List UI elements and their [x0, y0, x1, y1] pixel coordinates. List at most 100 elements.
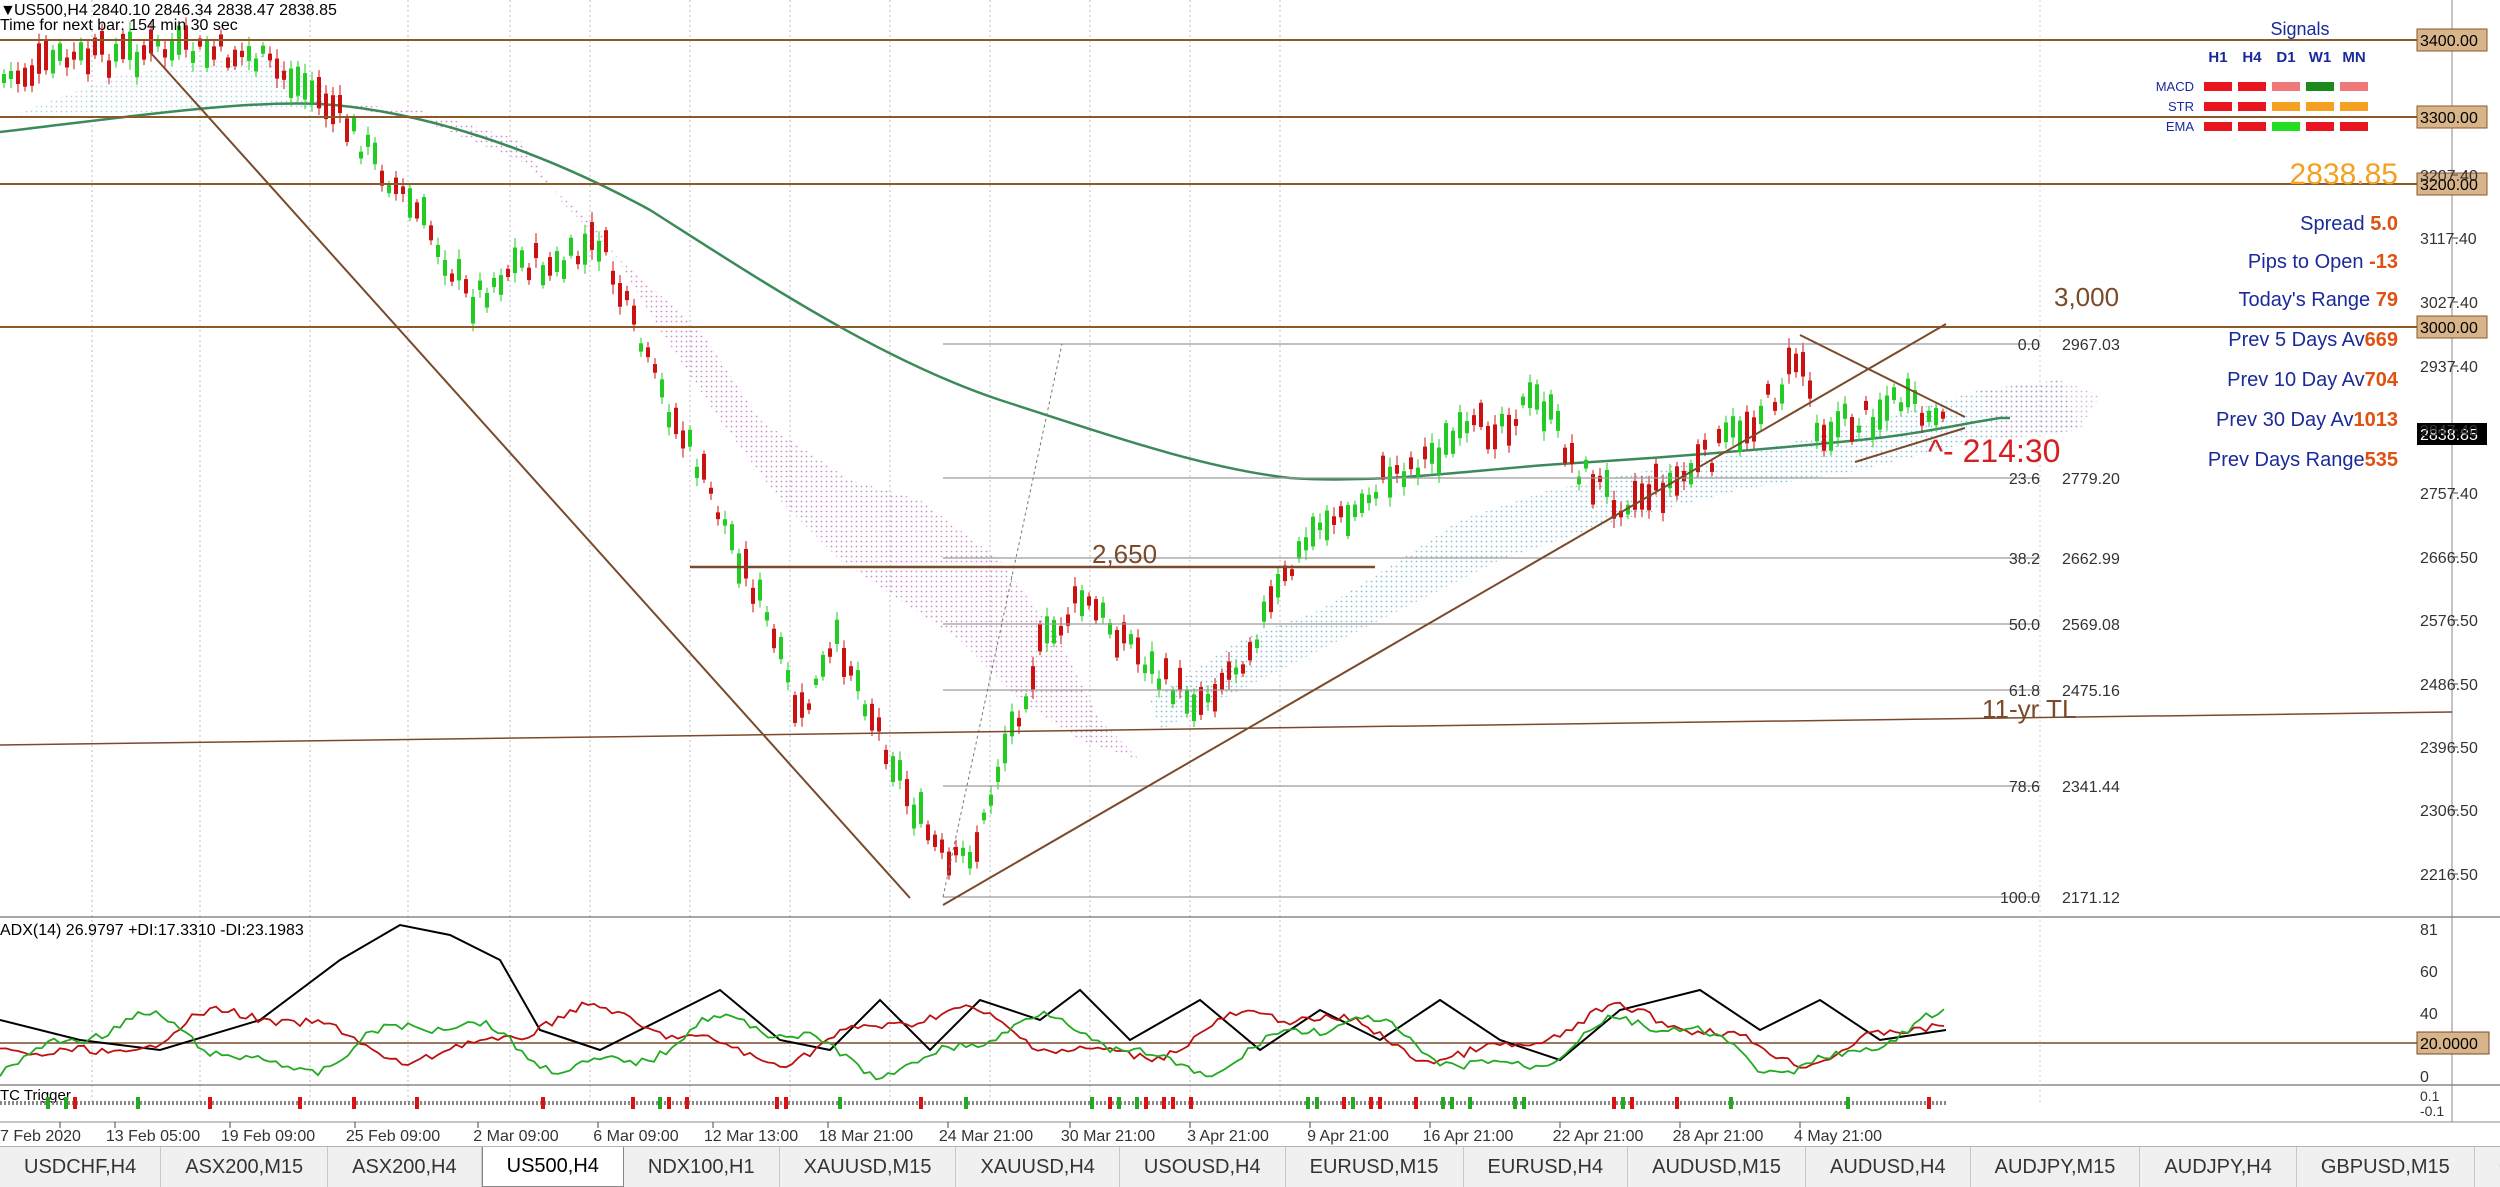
- candle-body: [65, 57, 69, 68]
- candle-body: [905, 779, 909, 807]
- chart-tab[interactable]: AUDJPY,M15: [1971, 1147, 2141, 1187]
- fib-ratio-label: 61.8: [2009, 683, 2040, 700]
- tc-signal-bar: [1315, 1097, 1319, 1109]
- candle-body: [933, 834, 937, 847]
- candle-body: [310, 80, 314, 104]
- candle-body: [352, 117, 356, 132]
- eleven-year-trendline[interactable]: [0, 711, 2453, 746]
- info-line-label: Prev Days Range: [2208, 449, 2365, 471]
- candle-body: [1353, 504, 1357, 518]
- candle-body: [156, 40, 160, 47]
- candle-body: [380, 170, 384, 186]
- candle-body: [1864, 400, 1868, 410]
- chart-header-arrow-icon[interactable]: ▼: [0, 2, 16, 19]
- uptrend-line[interactable]: [942, 323, 1947, 906]
- info-line-value: 1013: [2354, 409, 2399, 431]
- candle-body: [128, 31, 132, 60]
- candle-body: [1612, 500, 1616, 519]
- tc-signal-bar: [1162, 1097, 1166, 1109]
- chart-tab[interactable]: AUDUSD,H4: [1806, 1147, 1971, 1187]
- signal-timeframe-label: MN: [2342, 49, 2365, 66]
- candle-body: [632, 305, 636, 325]
- y-tick-label: 2306.50: [2420, 803, 2478, 820]
- candle-body: [604, 230, 608, 253]
- candle-body: [107, 60, 111, 78]
- y-tick-label: 2666.50: [2420, 550, 2478, 567]
- candle-body: [1304, 537, 1308, 551]
- level-price-badge: [2416, 28, 2488, 52]
- y-tick-label: 2396.50: [2420, 740, 2478, 757]
- candle-body: [583, 233, 587, 265]
- tc-signal-bar: [1513, 1097, 1517, 1109]
- candle-body: [1444, 423, 1448, 455]
- tc-signal-bar: [1108, 1097, 1112, 1109]
- candle-body: [1416, 467, 1420, 478]
- candle-body: [1542, 401, 1546, 432]
- candle-body: [205, 40, 209, 68]
- candle-body: [1871, 417, 1875, 440]
- chart-tab[interactable]: NDX100,H1: [624, 1147, 780, 1187]
- candle-body: [590, 222, 594, 250]
- y-tick-label: 3207.40: [2420, 168, 2478, 185]
- candle-body: [1619, 510, 1623, 518]
- candle-body: [611, 270, 615, 285]
- candle-body: [1689, 463, 1693, 485]
- chart-tab[interactable]: ASX200,H4: [328, 1147, 482, 1187]
- chart-tab[interactable]: AUDJPY,H4: [2140, 1147, 2297, 1187]
- chart-tab[interactable]: XAUUSD,M15: [780, 1147, 957, 1187]
- candle-body: [1325, 510, 1329, 541]
- candle-body: [9, 70, 13, 80]
- x-tick-label: 19 Feb 09:00: [221, 1128, 315, 1145]
- signal-indicator-cell: [2238, 122, 2266, 131]
- chart-tab[interactable]: AUDUSD,M15: [1628, 1147, 1807, 1187]
- y-tick-label: 2847.40: [2420, 423, 2478, 440]
- ema-line: [0, 102, 2010, 481]
- candle-body: [884, 749, 888, 765]
- candle-body: [1157, 678, 1161, 690]
- chart-tab[interactable]: ASX200,M15: [161, 1147, 329, 1187]
- candle-body: [184, 25, 188, 50]
- chart-tab[interactable]: GBPUSD,M15: [2297, 1147, 2475, 1187]
- candle-body: [1297, 541, 1301, 559]
- chart-tab[interactable]: US500,H4: [481, 1147, 624, 1187]
- triangle-lower-line[interactable]: [1854, 427, 1966, 463]
- fib-anchor-line[interactable]: [942, 343, 1063, 898]
- chart-tab[interactable]: GBPUSD,H4: [2475, 1147, 2500, 1187]
- annotation-3000: 3,000: [2054, 282, 2119, 312]
- tc-signal-bar: [1171, 1097, 1175, 1109]
- tc-signal-bar: [1369, 1097, 1373, 1109]
- adx-y-tick-label: 40: [2420, 1006, 2438, 1023]
- candle-body: [1381, 455, 1385, 480]
- candle-body: [1479, 402, 1483, 427]
- x-tick-label: 7 Feb 2020: [0, 1128, 81, 1145]
- candle-body: [1549, 394, 1553, 420]
- chart-tab[interactable]: USDCHF,H4: [0, 1147, 162, 1187]
- chart-tab[interactable]: USOUSD,H4: [1120, 1147, 1286, 1187]
- x-tick-label: 4 May 21:00: [1794, 1128, 1882, 1145]
- signal-indicator-cell: [2238, 82, 2266, 91]
- candle-body: [79, 42, 83, 61]
- candle-body: [23, 67, 27, 87]
- candle-body: [1402, 471, 1406, 488]
- candle-body: [100, 30, 104, 55]
- candle-body: [1822, 424, 1826, 451]
- chart-tab[interactable]: EURUSD,M15: [1286, 1147, 1464, 1187]
- x-tick-label: 22 Apr 21:00: [1553, 1128, 1644, 1145]
- candle-body: [450, 273, 454, 282]
- candle-body: [912, 804, 916, 829]
- triangle-upper-line[interactable]: [1799, 334, 1966, 418]
- cloud-bearish: [1980, 380, 2100, 440]
- candle-body: [1115, 630, 1119, 658]
- price-chart[interactable]: 3400.00 3300.00 3200.00 3000.00 2838.85 0.0 2…: [0, 0, 2500, 1146]
- chart-tab[interactable]: XAUUSD,H4: [956, 1147, 1120, 1187]
- chart-tab[interactable]: EURUSD,H4: [1464, 1147, 1629, 1187]
- candle-body: [1332, 516, 1336, 525]
- candle-body: [1577, 476, 1581, 485]
- fib-ratio-label: 100.0: [2000, 890, 2040, 907]
- signal-indicator-cell: [2340, 82, 2368, 91]
- candle-body: [541, 265, 545, 286]
- downtrend-line[interactable]: [149, 51, 911, 899]
- candle-body: [1269, 586, 1273, 613]
- fib-price-label: 2341.44: [2062, 779, 2120, 796]
